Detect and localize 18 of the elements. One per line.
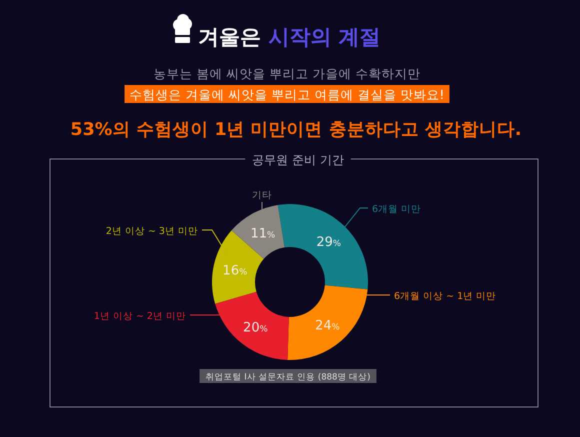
text: 수험생은 겨울에 씨앗을 뿌리고 여름에 결실을 맛봐요!: [130, 87, 444, 102]
data-label: 29%: [316, 234, 341, 250]
slice-label: 6개월 이상 ~ 1년 미만: [394, 291, 496, 302]
chart-subtitle: 농부는 봄에 씨앗을 뿌리고 가을에 수확하지만: [154, 66, 420, 81]
chart-title: 겨울은 시작의 계절: [198, 25, 381, 49]
data-label: 24%: [315, 318, 340, 334]
donut-slice: [278, 204, 368, 290]
data-label: 16%: [222, 264, 248, 279]
slice-label: 2년 이상 ~ 3년 미만: [106, 226, 198, 237]
text: 53%의 수험생이 1년 미만이면 충분하다고 생각합니다.: [70, 120, 522, 140]
slice-label: 기타: [252, 190, 272, 201]
text: 공무원 준비 기간: [252, 153, 344, 167]
donut-slice: [231, 204, 285, 259]
slice-label: 6개월 미만: [372, 204, 422, 215]
slice-label: 1년 이상 ~ 2년 미만: [94, 311, 186, 322]
data-label: 20%: [243, 320, 268, 336]
data-label: 11%: [250, 226, 276, 242]
text: 취업포털 I사 설문자료 인용 (888명 대상): [206, 372, 370, 382]
